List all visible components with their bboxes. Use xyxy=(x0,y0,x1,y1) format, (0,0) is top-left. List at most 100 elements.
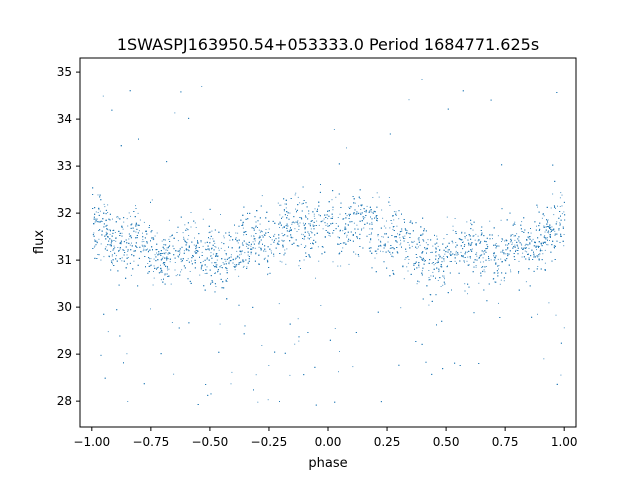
data-point xyxy=(443,281,445,283)
data-point xyxy=(340,202,342,204)
data-point xyxy=(495,247,497,249)
data-point xyxy=(553,214,555,216)
data-point xyxy=(225,280,227,282)
data-point xyxy=(460,245,462,247)
data-point xyxy=(327,218,329,220)
data-point xyxy=(478,363,480,364)
data-point xyxy=(199,274,201,276)
data-point xyxy=(366,222,368,224)
data-point xyxy=(438,254,440,256)
data-point xyxy=(303,259,305,261)
data-point xyxy=(229,239,231,241)
data-point xyxy=(450,254,452,256)
data-point xyxy=(311,220,313,222)
data-point xyxy=(104,235,106,237)
data-point xyxy=(430,239,432,241)
data-point xyxy=(218,247,219,249)
data-point xyxy=(346,147,347,149)
data-point xyxy=(353,213,355,215)
data-point xyxy=(206,272,208,274)
data-point xyxy=(339,252,341,254)
data-point xyxy=(127,250,129,252)
data-point xyxy=(446,234,448,235)
data-point xyxy=(151,199,153,201)
data-point xyxy=(332,232,334,234)
data-point xyxy=(106,224,108,226)
data-point xyxy=(417,238,419,240)
data-point xyxy=(529,285,531,287)
data-point xyxy=(174,262,176,263)
data-point xyxy=(205,249,207,251)
data-point xyxy=(353,202,355,204)
data-point xyxy=(352,366,354,368)
data-point xyxy=(186,228,188,229)
data-point xyxy=(308,238,310,240)
data-point xyxy=(319,215,321,217)
data-point xyxy=(302,202,304,204)
data-point xyxy=(543,215,545,217)
data-point xyxy=(482,270,484,272)
data-point xyxy=(98,238,100,240)
data-point xyxy=(286,217,288,219)
data-point xyxy=(397,233,398,235)
data-point xyxy=(164,283,166,285)
data-point xyxy=(521,256,523,258)
data-point xyxy=(283,198,285,200)
data-point xyxy=(273,241,275,243)
data-point xyxy=(93,232,95,234)
data-point xyxy=(349,213,351,215)
data-point xyxy=(296,211,297,213)
data-point xyxy=(150,264,152,266)
data-point xyxy=(122,228,124,230)
data-point xyxy=(395,215,397,216)
data-point xyxy=(478,282,480,284)
data-point xyxy=(163,252,165,254)
data-point xyxy=(543,225,545,227)
data-point xyxy=(254,260,256,262)
data-point xyxy=(279,227,280,228)
data-point xyxy=(377,248,379,250)
data-point xyxy=(560,342,562,344)
data-point xyxy=(534,221,536,223)
data-point xyxy=(528,247,530,249)
data-point xyxy=(116,216,118,218)
data-point xyxy=(194,267,196,269)
data-point xyxy=(396,247,398,248)
data-point xyxy=(202,218,204,220)
data-point xyxy=(268,220,270,222)
data-point xyxy=(95,211,97,213)
data-point xyxy=(354,209,356,211)
data-point xyxy=(146,230,147,232)
data-point xyxy=(418,266,420,268)
data-point xyxy=(403,237,404,239)
data-point xyxy=(135,208,137,209)
data-point xyxy=(386,220,387,222)
data-point xyxy=(526,251,528,253)
data-point xyxy=(236,264,238,266)
data-point xyxy=(328,225,330,227)
data-point xyxy=(427,248,428,250)
data-point xyxy=(477,235,479,237)
data-point xyxy=(517,245,519,247)
data-point xyxy=(421,272,423,274)
data-point xyxy=(99,210,101,212)
data-point xyxy=(346,236,348,238)
data-point xyxy=(159,253,161,255)
data-point xyxy=(401,213,402,215)
data-point xyxy=(310,248,312,249)
data-point xyxy=(338,237,340,239)
data-point xyxy=(133,230,135,232)
data-point xyxy=(494,281,496,283)
data-point xyxy=(484,271,486,273)
data-point xyxy=(310,243,311,244)
data-point xyxy=(293,242,295,244)
data-point xyxy=(160,271,161,273)
data-point xyxy=(110,251,112,252)
data-point xyxy=(547,239,548,241)
data-point xyxy=(144,256,146,257)
data-point xyxy=(431,263,433,264)
data-point xyxy=(133,211,135,212)
data-point xyxy=(554,247,555,249)
data-point xyxy=(493,227,495,229)
data-point xyxy=(517,238,519,240)
